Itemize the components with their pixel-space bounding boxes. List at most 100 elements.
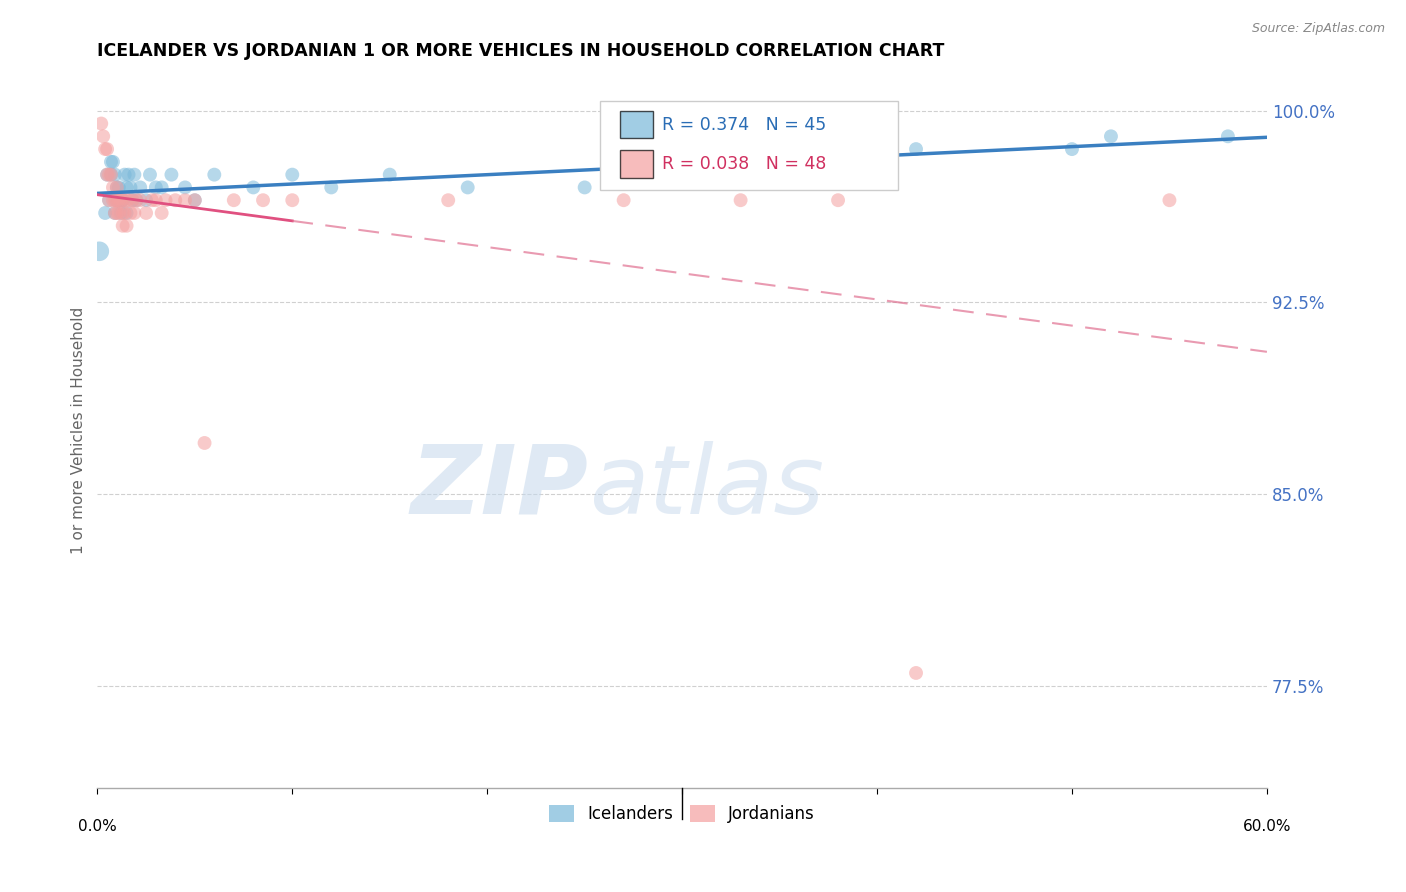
- Point: [105, 180, 128, 194]
- Point: [101, 180, 124, 194]
- Text: 60.0%: 60.0%: [1243, 819, 1291, 834]
- Point: [155, 193, 177, 207]
- Point: [96, 168, 118, 182]
- Point: [115, 219, 138, 233]
- Y-axis label: 1 or more Vehicles in Household: 1 or more Vehicles in Household: [72, 307, 86, 554]
- Point: [111, 219, 134, 233]
- Point: [110, 193, 132, 207]
- Point: [110, 206, 132, 220]
- Point: [91, 129, 114, 144]
- Point: [124, 206, 146, 220]
- Text: ZIP: ZIP: [411, 441, 589, 534]
- Point: [281, 168, 304, 182]
- Point: [121, 193, 143, 207]
- Point: [165, 193, 187, 207]
- Point: [139, 168, 162, 182]
- FancyBboxPatch shape: [620, 151, 652, 178]
- Point: [730, 193, 752, 207]
- Point: [121, 193, 143, 207]
- Point: [98, 193, 121, 207]
- FancyBboxPatch shape: [620, 112, 652, 138]
- Point: [114, 168, 136, 182]
- Point: [115, 180, 138, 194]
- Point: [98, 168, 121, 182]
- Point: [114, 206, 136, 220]
- Point: [115, 193, 138, 207]
- Point: [321, 180, 343, 194]
- Point: [104, 193, 127, 207]
- Point: [174, 193, 197, 207]
- Point: [117, 168, 139, 182]
- Point: [101, 154, 124, 169]
- Text: atlas: atlas: [589, 441, 824, 534]
- Text: R = 0.038   N = 48: R = 0.038 N = 48: [662, 155, 827, 173]
- Point: [101, 193, 124, 207]
- Point: [150, 180, 173, 194]
- Point: [135, 206, 157, 220]
- Point: [105, 193, 128, 207]
- Point: [107, 180, 129, 194]
- Point: [105, 206, 128, 220]
- Point: [115, 206, 138, 220]
- Point: [98, 193, 121, 207]
- Point: [905, 142, 928, 156]
- Point: [89, 244, 111, 259]
- Point: [129, 193, 152, 207]
- Point: [104, 206, 127, 220]
- Point: [120, 180, 142, 194]
- Point: [129, 180, 152, 194]
- Point: [96, 168, 118, 182]
- Point: [94, 206, 117, 220]
- Point: [90, 116, 112, 130]
- Point: [184, 193, 207, 207]
- Point: [111, 206, 134, 220]
- Point: [202, 168, 225, 182]
- Point: [111, 193, 134, 207]
- Point: [96, 142, 118, 156]
- Point: [252, 193, 274, 207]
- Point: [437, 193, 460, 207]
- Point: [107, 193, 129, 207]
- Point: [100, 168, 122, 182]
- Text: ICELANDER VS JORDANIAN 1 OR MORE VEHICLES IN HOUSEHOLD CORRELATION CHART: ICELANDER VS JORDANIAN 1 OR MORE VEHICLE…: [97, 42, 945, 60]
- Point: [125, 193, 148, 207]
- Point: [94, 142, 117, 156]
- Point: [107, 206, 129, 220]
- Point: [100, 154, 122, 169]
- Point: [145, 180, 167, 194]
- Point: [111, 193, 134, 207]
- Point: [160, 168, 183, 182]
- Point: [671, 168, 693, 182]
- Point: [281, 193, 304, 207]
- Point: [150, 206, 173, 220]
- Point: [104, 206, 127, 220]
- Point: [1216, 129, 1239, 144]
- Point: [117, 193, 139, 207]
- Point: [905, 665, 928, 680]
- Point: [124, 168, 146, 182]
- Point: [613, 193, 636, 207]
- Point: [827, 193, 849, 207]
- Point: [110, 193, 132, 207]
- Point: [193, 436, 215, 450]
- Text: R = 0.374   N = 45: R = 0.374 N = 45: [662, 116, 827, 134]
- Legend: Icelanders, Jordanians: Icelanders, Jordanians: [543, 798, 821, 830]
- FancyBboxPatch shape: [600, 101, 898, 191]
- Point: [125, 193, 148, 207]
- Point: [174, 180, 197, 194]
- Point: [104, 168, 127, 182]
- Point: [242, 180, 264, 194]
- Point: [1099, 129, 1122, 144]
- Text: 0.0%: 0.0%: [77, 819, 117, 834]
- Point: [222, 193, 245, 207]
- Point: [120, 206, 142, 220]
- Point: [141, 193, 163, 207]
- Point: [184, 193, 207, 207]
- Point: [1060, 142, 1083, 156]
- Point: [105, 180, 128, 194]
- Point: [1159, 193, 1181, 207]
- Text: Source: ZipAtlas.com: Source: ZipAtlas.com: [1251, 22, 1385, 36]
- Point: [100, 168, 122, 182]
- Point: [457, 180, 479, 194]
- Point: [105, 193, 128, 207]
